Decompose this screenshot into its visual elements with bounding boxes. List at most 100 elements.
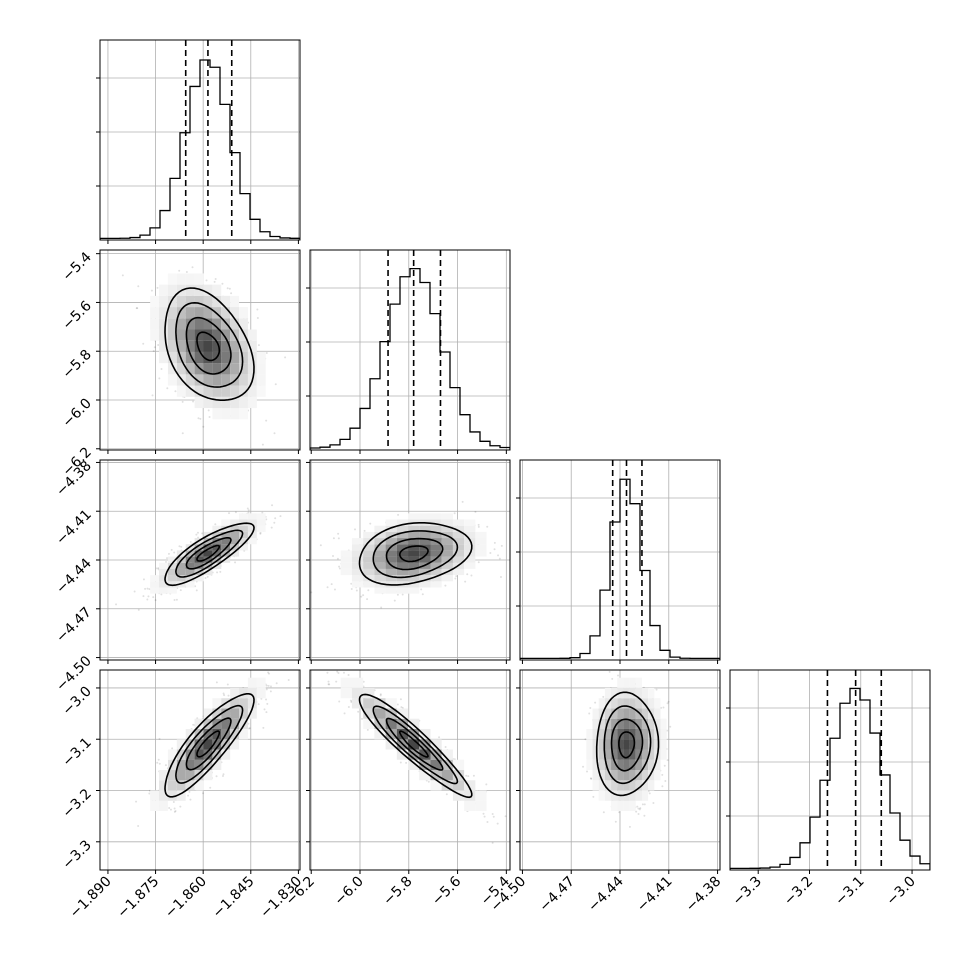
sample-point	[263, 708, 266, 711]
sample-point	[493, 548, 496, 551]
density-cell	[176, 770, 186, 781]
density-cell	[623, 780, 630, 791]
density-cell	[604, 749, 612, 760]
sample-point	[486, 821, 489, 824]
sample-point	[265, 698, 268, 701]
sample-point	[227, 694, 230, 697]
density-cell	[194, 284, 204, 296]
density-cell	[452, 770, 465, 781]
density-cell	[464, 790, 476, 801]
density-cell	[230, 408, 240, 420]
density-cell	[419, 568, 431, 576]
density-cell	[660, 749, 667, 760]
density-cell	[247, 531, 257, 539]
density-cell	[617, 708, 624, 719]
density-cell	[617, 770, 624, 781]
density-cell	[185, 556, 195, 563]
sample-point	[643, 814, 646, 817]
y-tick-label: −5.4	[59, 249, 94, 284]
sample-point	[228, 512, 231, 515]
sample-point	[262, 726, 265, 729]
density-cell	[221, 385, 231, 397]
contour-line	[372, 530, 459, 579]
sample-point	[115, 603, 118, 606]
density-cell	[408, 759, 420, 770]
sample-point	[335, 680, 338, 683]
density-cell	[396, 718, 409, 729]
density-cell	[408, 587, 420, 594]
sample-point	[602, 695, 605, 698]
density-cell	[641, 780, 649, 791]
density-cell	[176, 575, 186, 582]
sample-point	[326, 586, 329, 589]
contour-line	[175, 301, 244, 388]
density-cell	[374, 587, 386, 594]
sample-point	[142, 595, 145, 598]
density-cell	[385, 718, 397, 729]
density-cell	[167, 749, 177, 760]
density-cell	[150, 307, 160, 319]
sample-point	[256, 317, 259, 320]
density-cell	[185, 575, 195, 582]
density-cell	[452, 780, 465, 791]
density-cell	[617, 728, 624, 740]
density-cell	[385, 739, 397, 750]
density-cell	[641, 708, 649, 719]
sample-point	[492, 815, 495, 818]
density-cell	[256, 687, 266, 699]
density-cell	[604, 780, 612, 791]
density-cell	[239, 718, 248, 729]
density-cell	[230, 351, 240, 364]
density-cell	[592, 728, 599, 740]
density-cell	[239, 531, 248, 539]
density-cell	[419, 525, 431, 532]
density-cell	[351, 550, 364, 557]
density-cell	[221, 351, 231, 364]
density-cell	[374, 550, 386, 557]
density-cell	[194, 544, 204, 551]
contour-line	[185, 717, 232, 771]
sample-point	[399, 698, 402, 701]
sample-point	[216, 571, 219, 574]
density-cell	[475, 800, 487, 812]
density-cell	[203, 351, 213, 364]
density-cell	[159, 307, 168, 319]
density-cell	[203, 318, 213, 330]
density-cell	[604, 739, 612, 750]
sample-point	[142, 578, 145, 581]
density-cell	[185, 581, 195, 588]
density-cell	[185, 329, 195, 341]
density-cell	[167, 329, 177, 341]
sample-point	[174, 809, 177, 812]
density-cell	[150, 295, 160, 308]
density-cell	[623, 749, 630, 760]
sample-point	[256, 308, 259, 311]
sample-point	[405, 761, 408, 764]
density-cell	[167, 307, 177, 319]
density-cell	[598, 759, 605, 770]
sample-point	[179, 589, 182, 592]
sample-point	[474, 510, 477, 513]
density-cell	[212, 340, 222, 352]
density-cell	[617, 739, 624, 750]
density-cell	[185, 562, 195, 569]
sample-point	[589, 777, 592, 780]
sample-point	[477, 523, 480, 526]
density-cell	[408, 556, 420, 563]
density-cell	[256, 385, 266, 397]
sample-point	[347, 673, 350, 676]
sample-point	[257, 703, 260, 706]
sample-point	[491, 813, 494, 816]
sample-point	[215, 775, 218, 778]
density-cell	[635, 790, 642, 801]
sample-point	[497, 554, 500, 557]
density-cell	[167, 340, 177, 352]
density-cell	[611, 718, 618, 729]
x-tick-label: −1.890	[67, 874, 115, 922]
density-cell	[176, 363, 186, 375]
density-cell	[221, 396, 231, 409]
density-cell	[194, 307, 204, 319]
density-cell	[396, 525, 409, 532]
sample-point	[360, 595, 363, 598]
density-cell	[230, 531, 240, 539]
